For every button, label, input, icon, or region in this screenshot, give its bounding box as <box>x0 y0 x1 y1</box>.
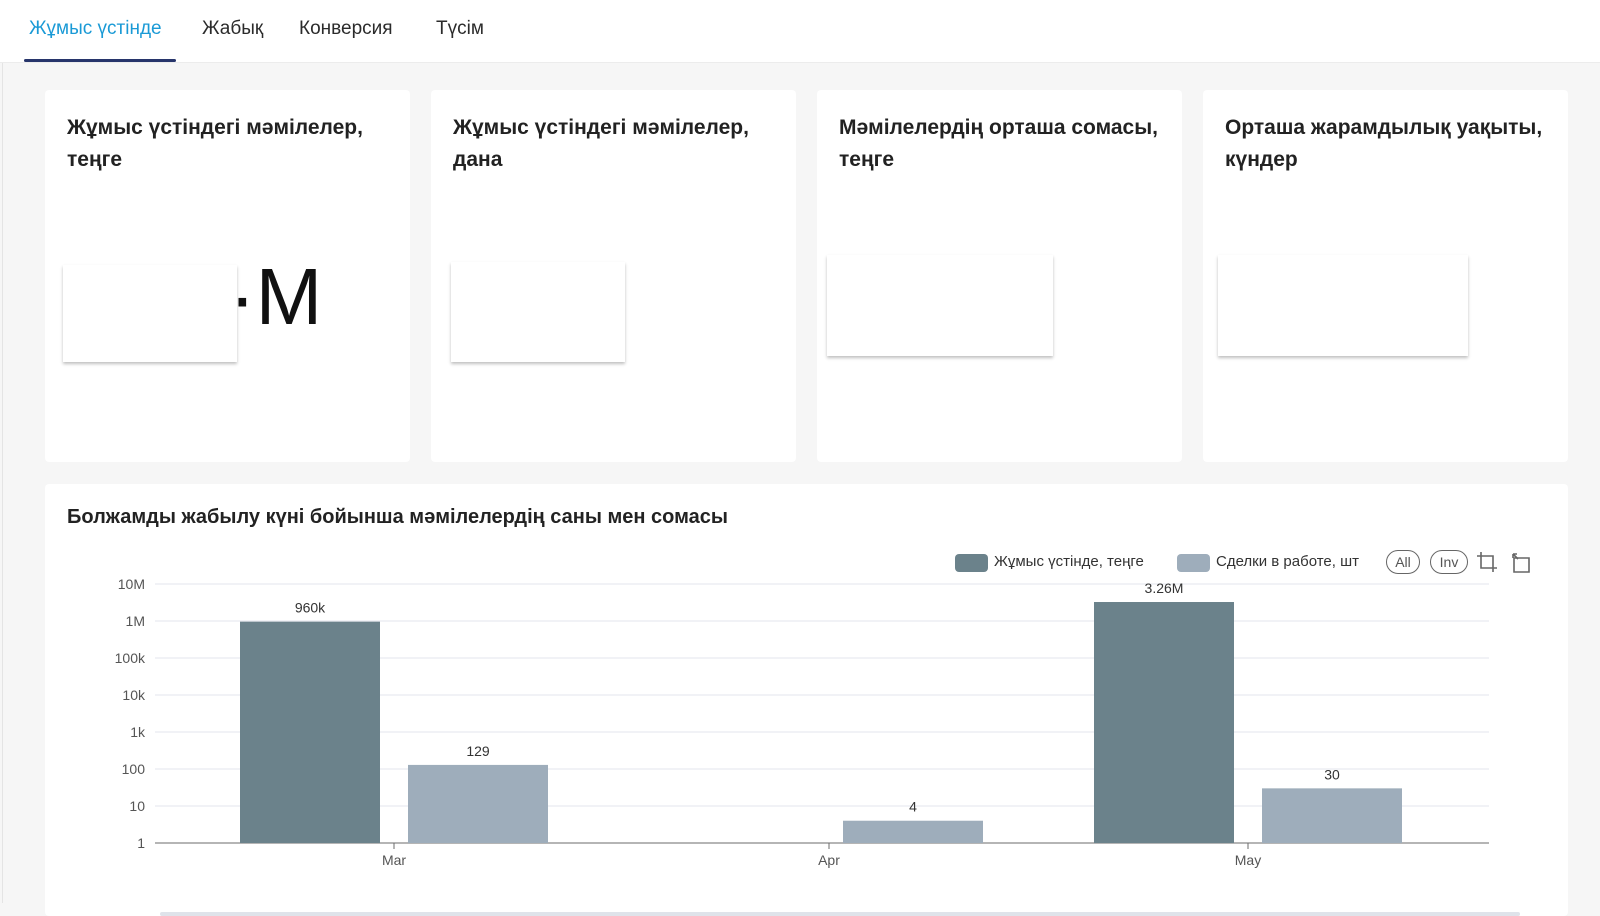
tab-bar: Жұмыс үстінде Жабық Конверсия Түсім <box>0 0 1600 63</box>
kpi-title: Мәмілелердің орташа сомасы, теңге <box>839 116 1158 171</box>
legend-swatch <box>955 554 988 572</box>
kpi-title: Жұмыс үстіндегі мәмілелер, дана <box>453 116 749 171</box>
kpi-card-average-lifetime: Орташа жарамдылық уақыты, күндер <box>1203 90 1568 462</box>
kpi-value: ·M <box>229 252 323 341</box>
bar <box>1262 788 1402 843</box>
kpi-placeholder <box>827 255 1053 356</box>
bar <box>843 820 983 843</box>
y-tick-label: 10M <box>118 576 145 592</box>
chart-card: Болжамды жабылу күні бойынша мәмілелерді… <box>45 484 1568 916</box>
legend-label: Жұмыс үстінде, теңге <box>994 553 1144 570</box>
kpi-card-average-amount: Мәмілелердің орташа сомасы, теңге <box>817 90 1182 462</box>
kpi-title: Жұмыс үстіндегі мәмілелер, теңге <box>67 116 363 171</box>
y-tick-label: 10 <box>129 798 145 814</box>
tab-conversion[interactable]: Конверсия <box>299 18 393 39</box>
tab-revenue[interactable]: Түсім <box>436 18 484 39</box>
kpi-card-amount: Жұмыс үстіндегі мәмілелер, теңге ·M <box>45 90 410 462</box>
x-tick-label: Mar <box>382 852 406 868</box>
kpi-card-count: Жұмыс үстіндегі мәмілелер, дана <box>431 90 796 462</box>
bar <box>1094 602 1234 843</box>
x-tick-label: May <box>1235 852 1261 868</box>
bar-data-label: 4 <box>909 799 917 815</box>
left-border <box>2 63 3 903</box>
kpi-placeholder <box>451 262 625 362</box>
active-tab-indicator <box>24 59 176 62</box>
kpi-title: Орташа жарамдылық уақыты, күндер <box>1225 116 1543 171</box>
legend-all-button[interactable]: All <box>1386 550 1420 574</box>
kpi-placeholder <box>63 265 237 362</box>
chart-title: Болжамды жабылу күні бойынша мәмілелерді… <box>67 506 728 528</box>
y-tick-label: 10k <box>122 687 146 703</box>
bar-data-label: 960k <box>295 600 326 616</box>
bar-data-label: 30 <box>1324 766 1340 782</box>
x-tick-label: Apr <box>818 852 840 868</box>
tab-closed[interactable]: Жабық <box>202 18 264 39</box>
bar-data-label: 3.26M <box>1145 580 1184 596</box>
y-tick-label: 1M <box>126 613 145 629</box>
bar-chart: 10M 1M 100k 10k 1k 100 10 1 Mar 960k 129 Apr 4 May 3.2… <box>115 576 1489 868</box>
bar <box>408 764 548 843</box>
y-tick-label: 100 <box>122 761 146 777</box>
tab-in-progress[interactable]: Жұмыс үстінде <box>29 18 162 39</box>
y-tick-label: 1k <box>130 724 146 740</box>
y-tick-label: 100k <box>115 650 146 666</box>
y-tick-label: 1 <box>137 835 145 851</box>
bar-data-label: 129 <box>466 743 490 759</box>
kpi-placeholder <box>1218 255 1468 356</box>
crop-icon[interactable] <box>1475 550 1499 574</box>
horizontal-scrollbar[interactable] <box>160 912 1520 916</box>
legend-label: Сделки в работе, шт <box>1216 553 1359 570</box>
legend-invert-button[interactable]: Inv <box>1430 550 1468 574</box>
reset-icon[interactable] <box>1509 550 1533 574</box>
legend-swatch <box>1177 554 1210 572</box>
bar <box>240 621 380 843</box>
